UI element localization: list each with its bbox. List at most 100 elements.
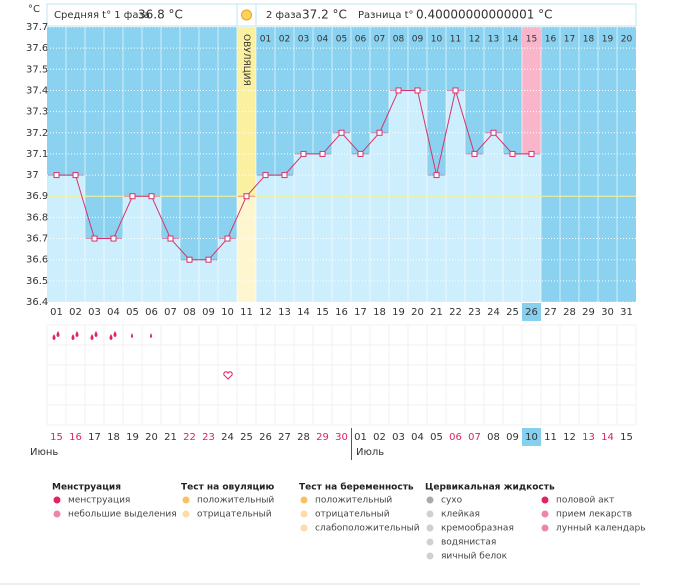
date-label: 13 [582,432,595,443]
y-tick-label: 37.6 [26,43,48,54]
legend-icon [541,510,549,518]
current-day-stripe [522,27,541,154]
cycle-day-label: 20 [621,35,633,45]
date-label: 29 [316,432,329,443]
y-tick-label: 37.5 [26,64,48,75]
date-label: 28 [297,432,310,443]
x-tick-label: 18 [373,307,386,318]
ovulation-label: ОВУЛЯЦИЯ [241,34,251,86]
point [490,129,497,136]
x-tick-label: 24 [487,307,500,318]
y-tick-label: 36.7 [26,234,48,245]
legend-item: положительный [315,496,392,506]
cycle-day-label: 11 [450,35,461,45]
date-label: 09 [506,432,519,443]
bar [313,153,332,302]
x-tick-label: 30 [601,307,614,318]
legend-item: сухо [441,496,463,506]
date-label: 04 [411,432,424,443]
date-label: 15 [620,432,633,443]
point [471,150,478,157]
point [528,150,535,157]
header-box [46,3,637,27]
x-tick-label: 31 [620,307,633,318]
bar [522,153,541,302]
date-label: 24 [221,432,234,443]
date-label: 12 [563,432,576,443]
date-label: 30 [335,432,348,443]
cycle-day-label: 15 [526,35,537,45]
bar [123,196,142,302]
bar [465,153,484,302]
legend-item: отрицательный [197,510,272,520]
bar [161,238,180,302]
x-tick-label: 02 [69,307,82,318]
x-tick-label: 16 [335,307,348,318]
point [224,235,231,242]
legend-item: небольшие выделения [68,510,177,520]
point [91,235,98,242]
cycle-day-label: 10 [431,35,443,45]
date-label: 01 [354,432,367,443]
point [452,87,459,94]
cycle-day-label: 03 [298,35,309,45]
x-tick-label: 28 [563,307,576,318]
x-tick-label: 27 [544,307,557,318]
date-label: 03 [392,432,405,443]
y-tick-label: 37.1 [26,149,48,160]
month-label: Июнь [30,447,58,458]
legend-icon [300,510,308,518]
unit-label: °C [28,4,40,15]
legend-item: отрицательный [315,510,390,520]
x-tick-label: 08 [183,307,196,318]
x-tick-label: 26 [525,307,538,318]
legend-icon [426,552,434,560]
cycle-day-label: 01 [260,35,271,45]
legend-item: кремообразная [441,524,514,534]
y-tick-label: 36.4 [26,297,48,308]
bar [218,238,237,302]
bar [104,238,123,302]
diff-value: 0.40000000000001 °C [416,8,553,22]
intercourse-icon [223,371,233,380]
legend-item: менструация [68,496,130,506]
bar [199,259,218,302]
bar [66,175,85,302]
cycle-day-label: 09 [412,35,424,45]
y-tick-label: 37.7 [26,22,48,33]
spotting-icon [150,333,152,338]
x-tick-label: 20 [411,307,424,318]
phase2-label: 2 фаза [266,10,302,21]
cycle-day-label: 18 [583,35,595,45]
point [72,172,79,179]
date-label: 08 [487,432,500,443]
menstruation-icon [90,331,98,340]
date-label: 11 [544,432,557,443]
date-label: 10 [525,432,538,443]
menstruation-icon [71,331,79,340]
legend-title: Цервикальная жидкость [425,483,555,493]
x-tick-label: 13 [278,307,291,318]
bar [180,259,199,302]
date-label: 21 [164,432,177,443]
date-label: 17 [88,432,101,443]
x-tick-label: 07 [164,307,177,318]
point [300,150,307,157]
x-tick-label: 06 [145,307,158,318]
legend-title: Тест на беременность [299,482,414,493]
bar [427,175,446,302]
bar [503,153,522,302]
legend-icon [541,496,549,504]
point [129,193,136,200]
legend-item: слабоположительный [315,524,420,534]
x-tick-label: 01 [50,307,63,318]
x-tick-label: 11 [240,307,253,318]
date-label: 27 [278,432,291,443]
cycle-day-label: 19 [602,35,614,45]
sun-icon [241,9,252,21]
date-label: 06 [449,432,462,443]
x-tick-label: 12 [259,307,272,318]
bar [237,196,256,302]
date-label: 14 [601,432,614,443]
x-tick-label: 15 [316,307,329,318]
